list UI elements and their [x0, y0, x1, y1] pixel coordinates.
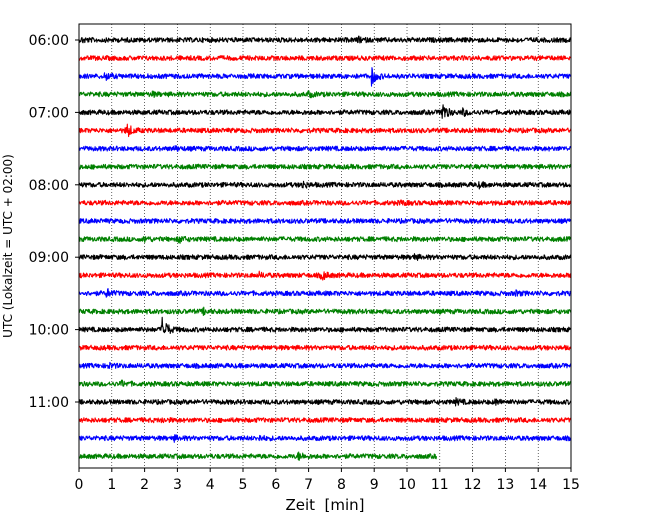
x-tick-label: 9 [370, 477, 379, 493]
trace-0715 [78, 123, 572, 138]
y-tick-label: 10:00 [29, 323, 69, 339]
trace-1030 [78, 361, 572, 369]
x-tick-label: 11 [431, 477, 449, 493]
trace-0600 [78, 35, 572, 44]
trace-0830 [78, 217, 572, 225]
trace-0800 [78, 180, 572, 190]
grid-lines [111, 24, 539, 468]
trace-0615 [78, 55, 572, 62]
trace-0815 [78, 199, 572, 206]
y-tick-label: 07:00 [29, 105, 69, 121]
trace-1100 [78, 396, 572, 407]
y-axis-label: UTC (Lokalzeit = UTC + 02:00) [1, 154, 15, 338]
x-tick-label: 1 [107, 477, 116, 493]
x-tick-label: 6 [271, 477, 280, 493]
trace-1000 [78, 316, 572, 334]
y-axis-ticks: 06:00 07:00 08:00 09:00 10:00 11:00 [29, 33, 79, 411]
x-axis-label: Zeit [min] [285, 496, 364, 514]
trace-0630 [78, 67, 572, 87]
plot-frame [78, 23, 572, 469]
y-tick-label: 08:00 [29, 178, 69, 194]
x-tick-label: 15 [562, 477, 580, 493]
y-tick-label: 06:00 [29, 33, 69, 49]
trace-0730 [78, 145, 572, 152]
trace-0915 [78, 270, 572, 281]
trace-1145 [78, 451, 438, 461]
trace-0845 [78, 235, 572, 244]
x-tick-label: 5 [239, 477, 248, 493]
trace-1015 [78, 344, 572, 351]
trace-0945 [78, 306, 572, 316]
x-tick-label: 10 [398, 477, 416, 493]
trace-1045 [78, 379, 572, 387]
trace-0930 [78, 288, 572, 298]
x-tick-label: 13 [496, 477, 514, 493]
x-tick-label: 4 [206, 477, 215, 493]
trace-0700 [78, 104, 572, 119]
trace-0645 [78, 90, 572, 99]
x-tick-label: 8 [337, 477, 346, 493]
trace-1115 [78, 416, 572, 424]
trace-0900 [78, 253, 572, 261]
x-tick-label: 7 [304, 477, 313, 493]
y-tick-label: 09:00 [29, 250, 69, 266]
trace-1130 [78, 434, 572, 443]
y-tick-label: 11:00 [29, 395, 69, 411]
x-tick-label: 2 [140, 477, 149, 493]
x-tick-label: 12 [464, 477, 482, 493]
trace-0745 [78, 163, 572, 170]
x-tick-label: 14 [529, 477, 547, 493]
x-tick-label: 3 [173, 477, 182, 493]
x-tick-label: 0 [75, 477, 84, 493]
seismic-traces [78, 35, 572, 461]
x-axis-ticks: 0 1 2 3 4 5 6 7 8 9 10 11 12 13 14 15 [75, 468, 580, 493]
